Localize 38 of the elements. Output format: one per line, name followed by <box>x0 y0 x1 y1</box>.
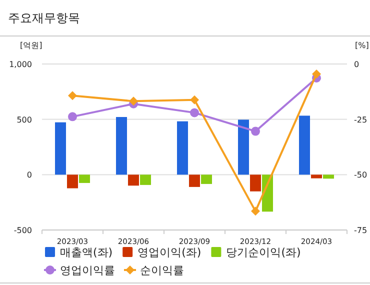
bar <box>189 174 200 187</box>
bar <box>177 121 188 175</box>
bar <box>201 174 212 184</box>
y2-tick-label: -50 <box>354 170 368 180</box>
point <box>251 126 260 136</box>
bar <box>67 174 78 188</box>
y2-tick-label: -75 <box>354 226 368 235</box>
point <box>129 96 138 106</box>
bar <box>79 174 90 183</box>
point <box>190 95 199 104</box>
point <box>190 108 199 118</box>
bar <box>238 120 249 175</box>
bar <box>299 116 310 175</box>
y-tick-label: 500 <box>16 115 32 124</box>
y-axis-title: [억원] <box>20 41 42 50</box>
y-tick-label: 0 <box>26 170 32 180</box>
bar <box>128 174 139 186</box>
legend-label: 영업이익률 <box>60 264 115 277</box>
y-tick-label: 1,000 <box>9 60 32 69</box>
point <box>312 69 321 78</box>
chart-title: 주요재무항목 <box>8 11 80 25</box>
legend-label: 영업이익(좌) <box>138 246 202 259</box>
y2-axis-title: [%] <box>355 41 369 50</box>
legend-label: 순이익률 <box>140 264 184 277</box>
bar <box>140 174 151 185</box>
bar <box>311 174 322 178</box>
y-tick-label: -500 <box>14 226 32 235</box>
y2-tick-label: 0 <box>354 60 360 69</box>
bar <box>250 174 261 192</box>
point <box>68 112 77 122</box>
legend-label: 매출액(좌) <box>60 246 113 259</box>
legend-label: 당기순이익(좌) <box>226 246 301 259</box>
bar <box>116 117 127 175</box>
point <box>68 91 77 100</box>
point <box>251 206 260 216</box>
bar <box>55 122 66 175</box>
bar <box>323 174 334 179</box>
y2-tick-label: -25 <box>354 115 368 124</box>
